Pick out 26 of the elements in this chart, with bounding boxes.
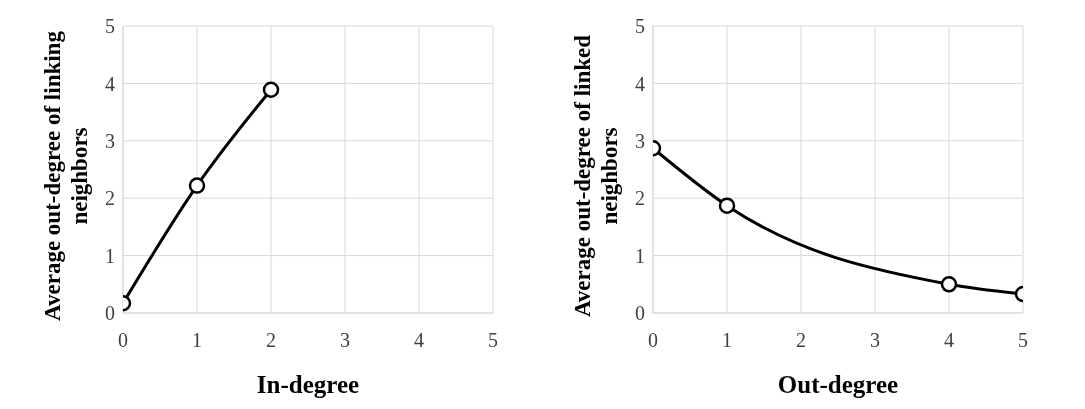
y-tick-label: 0 (635, 302, 645, 325)
y-axis-title: Average out-degree of linking neighbors (39, 30, 93, 323)
x-tick-label: 1 (722, 329, 732, 352)
y-axis-title: Average out-degree of linked neighbors (569, 33, 623, 320)
y-tick-label: 5 (105, 15, 115, 38)
x-tick-label: 3 (340, 329, 350, 352)
y-tick-label: 1 (105, 244, 115, 267)
x-tick-label: 3 (870, 329, 880, 352)
y-tick-label: 3 (105, 129, 115, 152)
x-tick-label: 2 (266, 329, 276, 352)
y-tick-label: 2 (105, 187, 115, 210)
x-tick-label: 4 (944, 329, 954, 352)
x-tick-label: 5 (488, 329, 498, 352)
y-tick-label: 2 (635, 187, 645, 210)
y-tick-label: 4 (635, 72, 645, 95)
x-tick-label: 2 (796, 329, 806, 352)
x-axis-title: Out-degree (777, 371, 899, 398)
y-tick-label: 1 (635, 244, 645, 267)
x-tick-label: 4 (414, 329, 424, 352)
y-tick-label: 5 (635, 15, 645, 38)
x-tick-label: 5 (1018, 329, 1028, 352)
y-tick-label: 3 (635, 129, 645, 152)
y-tick-label: 4 (105, 72, 115, 95)
x-tick-label: 1 (192, 329, 202, 352)
y-tick-label: 0 (105, 302, 115, 325)
x-axis-title: In-degree (256, 371, 360, 398)
